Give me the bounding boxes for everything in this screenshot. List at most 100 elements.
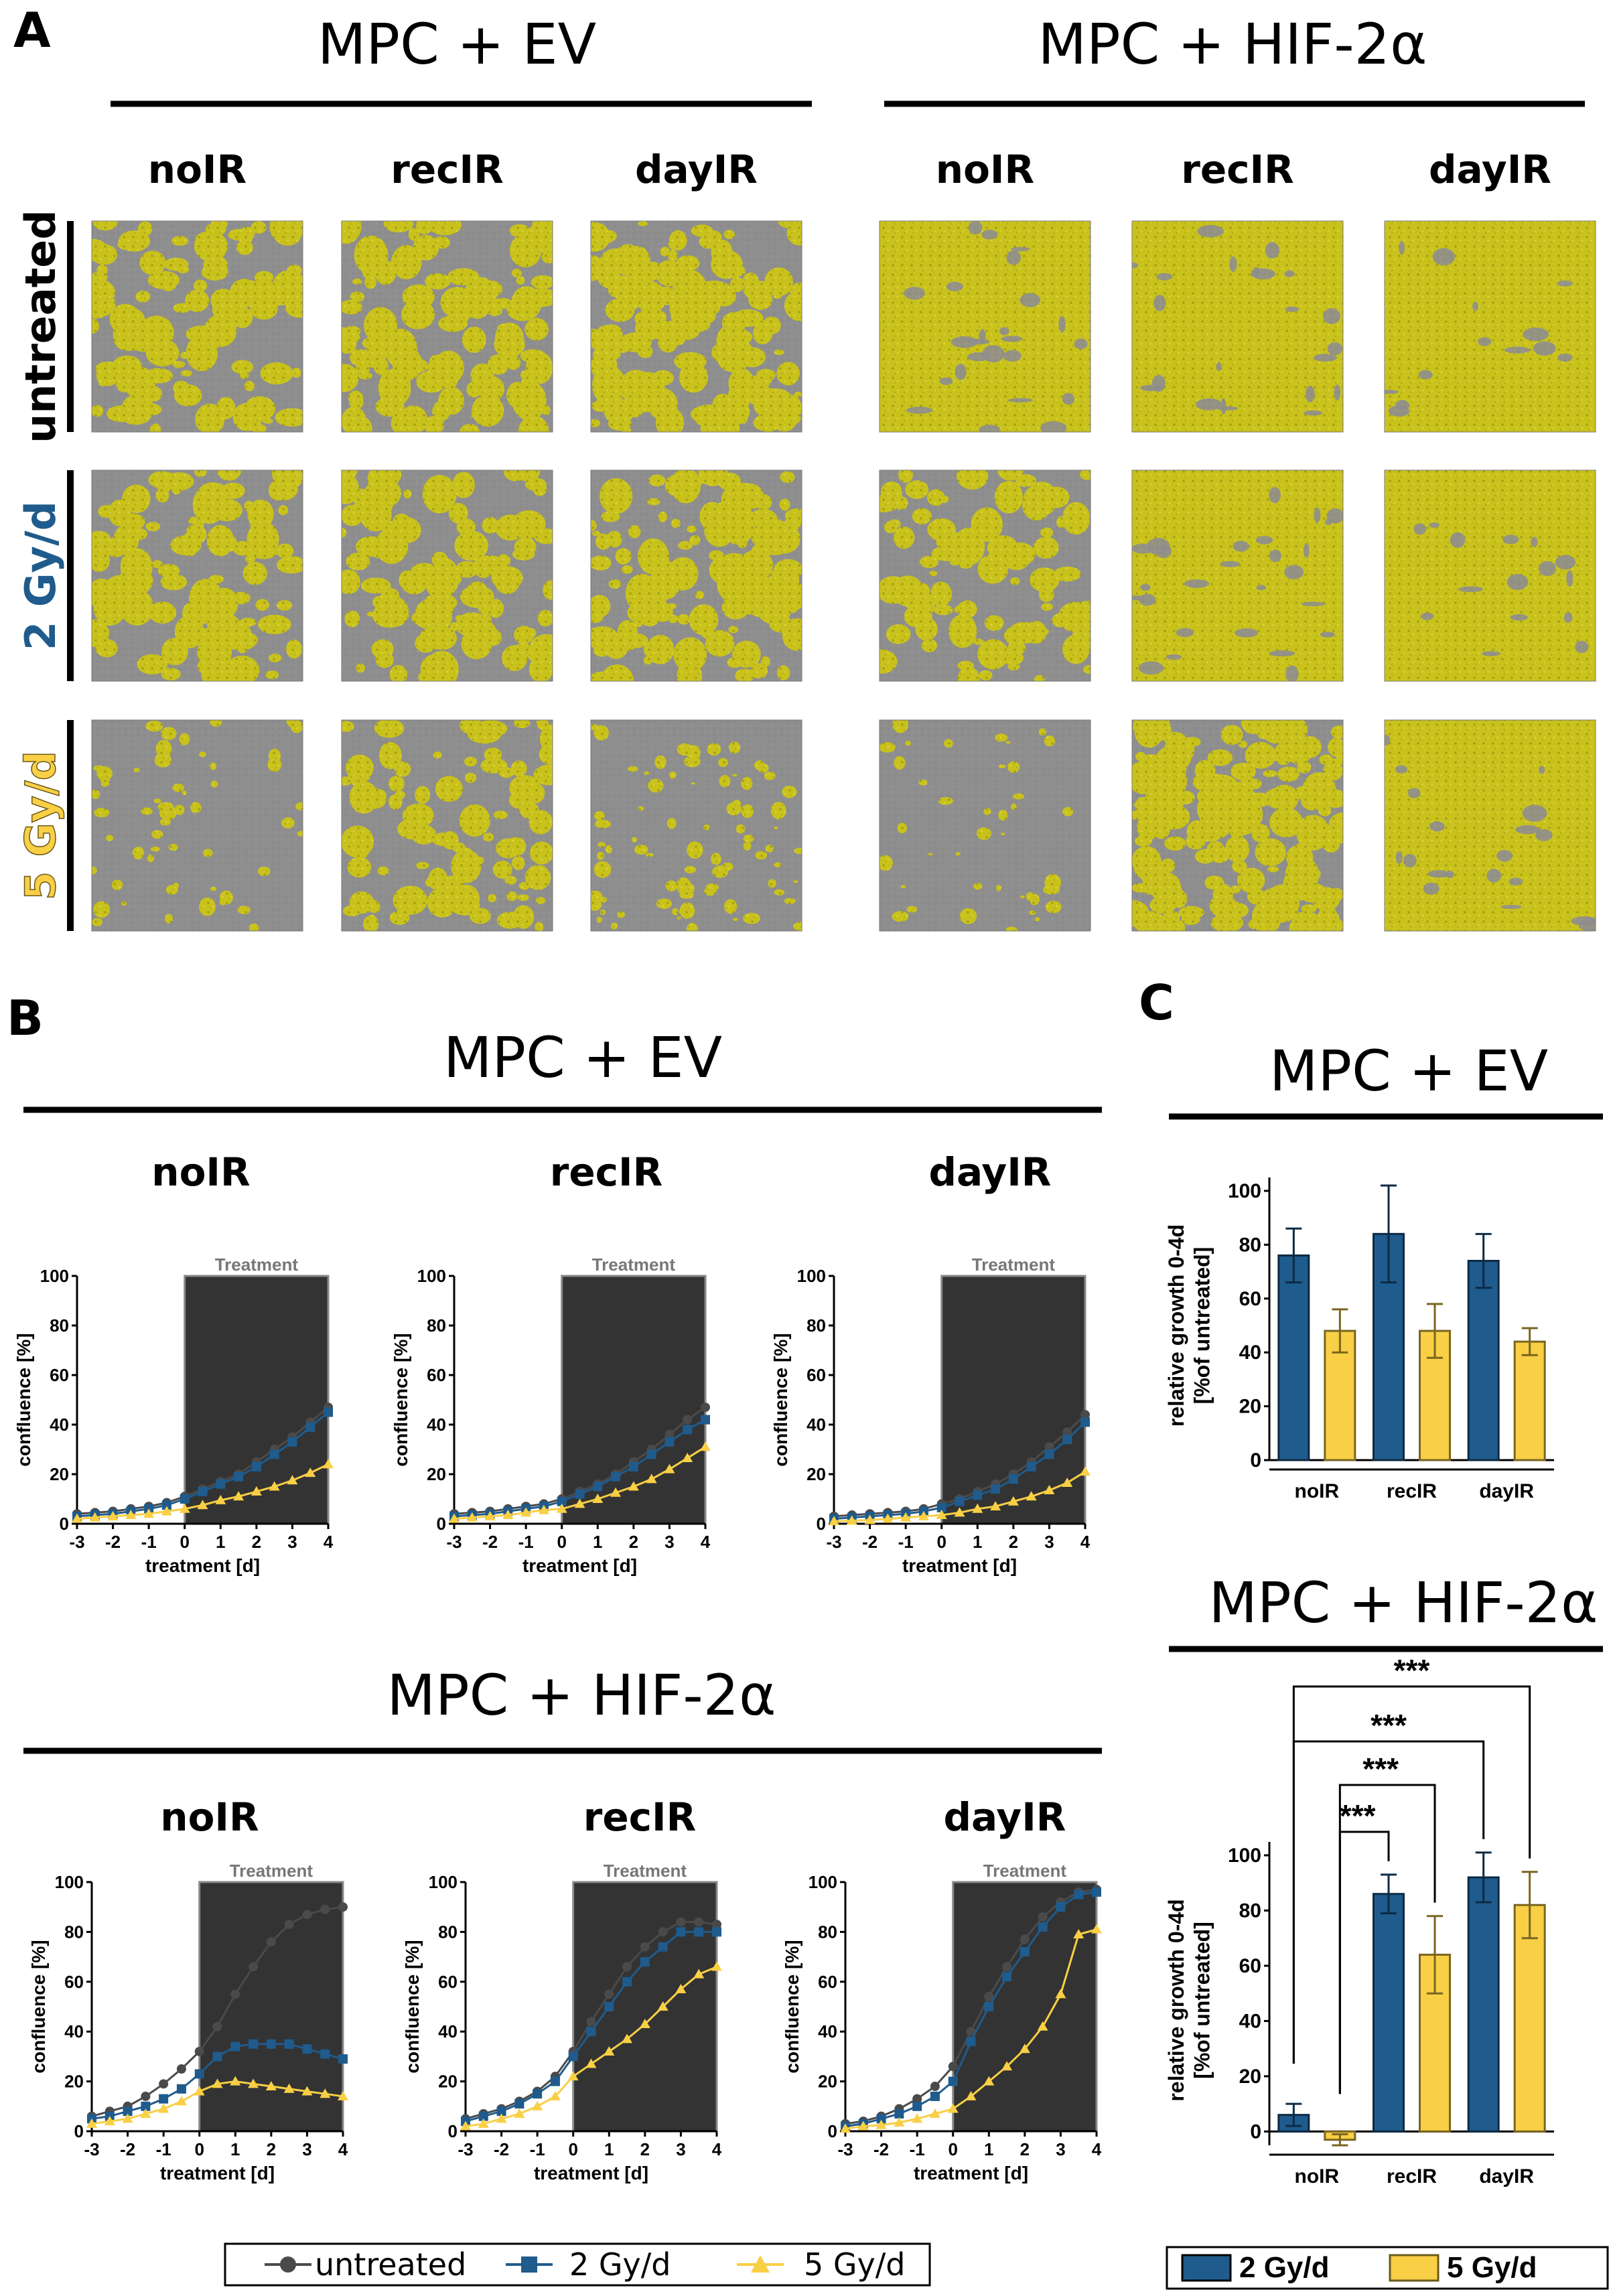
point-2-gy-d <box>234 1472 244 1482</box>
x-tick-label: 3 <box>664 1532 674 1552</box>
microscopy-tile <box>590 470 802 682</box>
point-2-gy-d <box>1074 1889 1084 1899</box>
point-5-gy-d <box>864 1514 875 1524</box>
point-5-gy-d <box>122 2113 133 2123</box>
point-5-gy-d <box>1080 1466 1091 1476</box>
point-2-gy-d <box>212 2052 222 2062</box>
point-untreated <box>302 1910 312 1920</box>
line-chart-title: dayIR <box>944 1794 1066 1840</box>
point-2-gy-d <box>194 2069 204 2079</box>
point-2-gy-d <box>550 2076 560 2086</box>
line-chart-b-ev-dayir: dayIR Treatment 0 20 40 60 80 100 -3 -2 -1 0 1 2 3 4 tre… <box>770 1149 1091 1576</box>
microscopy-tile <box>879 719 1091 932</box>
y-tick-label: 80 <box>818 1922 837 1942</box>
treatment-label: Treatment <box>972 1254 1056 1275</box>
treatment-label: Treatment <box>604 1861 687 1881</box>
point-5-gy-d <box>829 1516 839 1526</box>
point-untreated <box>912 2094 922 2104</box>
point-5-gy-d <box>248 2078 259 2088</box>
x-tick-label: -2 <box>862 1532 878 1552</box>
point-5-gy-d <box>947 2103 959 2113</box>
point-2-gy-d <box>694 1927 704 1937</box>
point-5-gy-d <box>622 2033 633 2043</box>
point-5-gy-d <box>251 1486 262 1496</box>
y-tick-label: 0 <box>437 1514 446 1534</box>
point-5-gy-d <box>1091 1924 1102 1934</box>
bar-2gy <box>1467 1876 1500 2133</box>
point-5-gy-d <box>502 1510 514 1520</box>
point-5-gy-d <box>592 1494 604 1503</box>
point-2-gy-d <box>302 2044 312 2054</box>
y-tick-label: 60 <box>1239 1955 1261 1977</box>
point-2-gy-d <box>984 2002 994 2011</box>
point-5-gy-d <box>269 1481 280 1491</box>
legend-c-2gy-swatch <box>1181 2254 1232 2282</box>
point-untreated <box>194 2046 204 2056</box>
line-chart-b-ev-recir: recIR Treatment 0 20 40 60 80 100 -3 -2 -1 0 1 2 3 4 tre… <box>391 1149 711 1576</box>
point-5-gy-d <box>158 2103 169 2113</box>
x-axis-label: treatment [d] <box>145 1555 260 1576</box>
microscopy-tile <box>879 470 1091 682</box>
point-5-gy-d <box>604 2046 615 2056</box>
x-tick-label: -1 <box>898 1532 914 1552</box>
x-tick-label: 3 <box>302 2139 311 2159</box>
x-tick-label: -1 <box>910 2139 925 2159</box>
point-5-gy-d <box>161 1506 172 1516</box>
point-2-gy-d <box>658 1942 668 1952</box>
x-tick-label: 1 <box>593 1532 602 1552</box>
bar-2gy <box>1467 1260 1500 1461</box>
line-chart-title: dayIR <box>929 1149 1052 1195</box>
point-5-gy-d <box>107 1510 119 1520</box>
panel-label-b: B <box>7 990 44 1046</box>
x-tick-label: -2 <box>105 1532 121 1552</box>
point-5-gy-d <box>301 2086 313 2096</box>
y-axis-label: relative growth 0-4d[%of untreated] <box>1164 1224 1214 1427</box>
point-5-gy-d <box>693 1968 705 1979</box>
point-5-gy-d <box>1001 2061 1013 2071</box>
treatment-window <box>952 1881 1098 2133</box>
point-5-gy-d <box>882 1513 894 1523</box>
point-2-gy-d <box>266 2039 276 2049</box>
x-tick-label: noIR <box>1295 2165 1340 2187</box>
panel-a-row-label: 5 Gy/d <box>16 751 65 900</box>
point-5-gy-d <box>520 1507 532 1517</box>
legend-c: 2 Gy/d 5 Gy/d <box>1166 2246 1609 2290</box>
point-untreated <box>640 1942 650 1952</box>
point-untreated <box>984 1992 994 2002</box>
point-2-gy-d <box>611 1472 621 1482</box>
point-untreated <box>930 2082 940 2092</box>
x-tick-label: -3 <box>826 1532 841 1552</box>
point-untreated <box>230 1989 240 1999</box>
point-5-gy-d <box>1019 2043 1030 2054</box>
point-5-gy-d <box>556 1503 567 1513</box>
x-tick-label: dayIR <box>1479 1480 1534 1502</box>
point-5-gy-d <box>657 2001 669 2011</box>
y-tick-label: 40 <box>1239 2010 1261 2032</box>
y-tick-label: 20 <box>818 2072 837 2092</box>
point-untreated <box>141 2091 151 2101</box>
point-2-gy-d <box>338 2054 348 2064</box>
legend-b-untreated-marker <box>280 2256 296 2273</box>
y-tick-label: 100 <box>809 1872 837 1892</box>
x-tick-label: recIR <box>1387 2165 1437 2187</box>
x-tick-label: 2 <box>1020 2139 1030 2159</box>
microscopy-tile <box>1131 470 1344 682</box>
x-tick-label: 1 <box>604 2139 614 2159</box>
panel-a-column-label: recIR <box>391 147 504 192</box>
point-5-gy-d <box>287 1475 298 1485</box>
point-5-gy-d <box>194 2086 205 2096</box>
x-tick-label: -1 <box>530 2139 545 2159</box>
point-5-gy-d <box>1037 2021 1048 2031</box>
x-tick-label: 0 <box>194 2139 204 2159</box>
point-2-gy-d <box>622 1977 632 1987</box>
y-axis-label: confluence [%] <box>28 1940 49 2073</box>
point-5-gy-d <box>532 2100 543 2110</box>
point-untreated <box>284 1920 294 1930</box>
x-tick-label: -1 <box>518 1532 534 1552</box>
point-2-gy-d <box>683 1425 693 1435</box>
panel-a-column-label: noIR <box>936 147 1034 192</box>
significance-bracket <box>1338 1831 1390 2094</box>
point-5-gy-d <box>983 2076 995 2086</box>
panel-a-group-title-hif: MPC + HIF-2α <box>1038 11 1427 77</box>
point-2-gy-d <box>628 1461 638 1472</box>
